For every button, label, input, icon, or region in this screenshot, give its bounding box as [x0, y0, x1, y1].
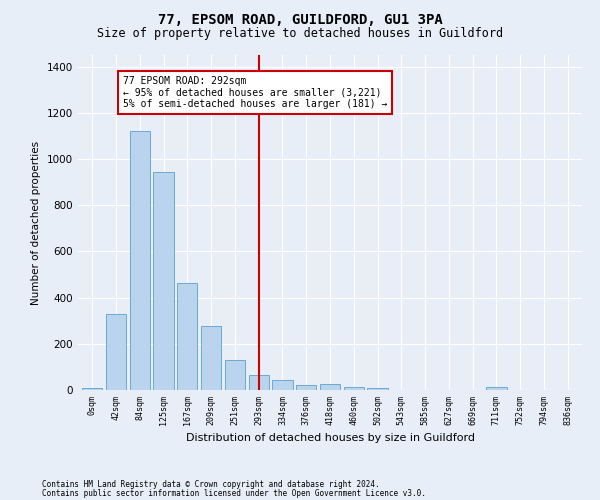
Text: 77, EPSOM ROAD, GUILDFORD, GU1 3PA: 77, EPSOM ROAD, GUILDFORD, GU1 3PA: [158, 12, 442, 26]
Bar: [367, 388, 388, 390]
Bar: [177, 282, 197, 390]
Bar: [487, 386, 506, 390]
Text: Contains HM Land Registry data © Crown copyright and database right 2024.: Contains HM Land Registry data © Crown c…: [42, 480, 380, 489]
Bar: [320, 384, 340, 390]
Y-axis label: Number of detached properties: Number of detached properties: [31, 140, 41, 304]
Text: Size of property relative to detached houses in Guildford: Size of property relative to detached ho…: [97, 28, 503, 40]
Bar: [130, 131, 150, 390]
Bar: [296, 386, 316, 390]
X-axis label: Distribution of detached houses by size in Guildford: Distribution of detached houses by size …: [185, 433, 475, 443]
Bar: [201, 326, 221, 390]
Bar: [225, 360, 245, 390]
Text: 77 EPSOM ROAD: 292sqm
← 95% of detached houses are smaller (3,221)
5% of semi-de: 77 EPSOM ROAD: 292sqm ← 95% of detached …: [123, 76, 388, 109]
Bar: [272, 380, 293, 390]
Text: Contains public sector information licensed under the Open Government Licence v3: Contains public sector information licen…: [42, 488, 426, 498]
Bar: [248, 375, 269, 390]
Bar: [344, 386, 364, 390]
Bar: [106, 314, 126, 390]
Bar: [154, 172, 173, 390]
Bar: [82, 388, 103, 390]
